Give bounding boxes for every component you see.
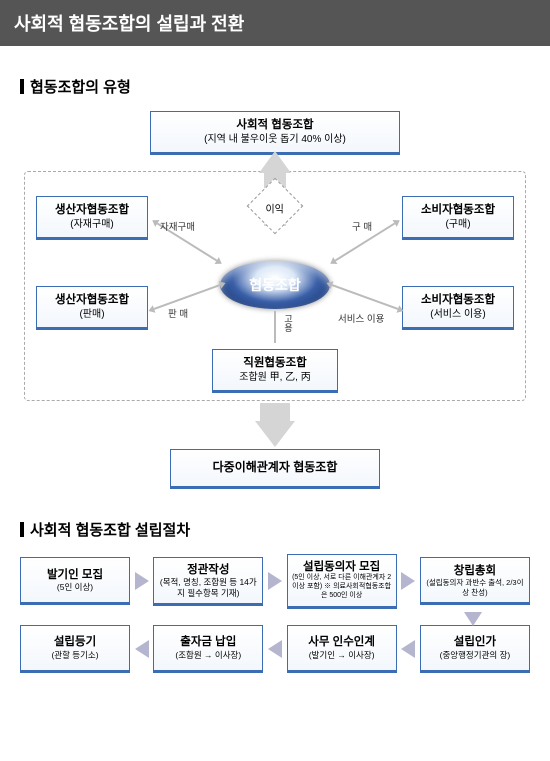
arrow-v	[274, 311, 276, 343]
label: (5인 이상)	[24, 582, 126, 593]
edge-label: 판 매	[168, 306, 188, 320]
label: 사회적 협동조합	[155, 118, 395, 133]
step-8: 설립등기(관할 등기소)	[20, 625, 130, 673]
step-4: 창립총회(설립동의자 과반수 출석, 2/3이상 찬성)	[420, 557, 530, 605]
label: (발기인 → 이사장)	[291, 650, 393, 661]
center-oval: 협동조합	[220, 261, 330, 309]
step-5: 설립인가(중앙행정기관의 장)	[420, 625, 530, 673]
arrow-left-icon	[135, 640, 149, 658]
proc-row-2: 설립등기(관할 등기소) 출자금 납입(조합원 → 이사장) 사무 인수인계(발…	[20, 625, 530, 673]
label: 사무 인수인계	[291, 635, 393, 649]
arrow-right-icon	[268, 572, 282, 590]
proc-row-1: 발기인 모집(5인 이상) 정관작성(목적, 명칭, 조합원 등 14가지 필수…	[20, 554, 530, 609]
label: 소비자협동조합	[407, 293, 509, 308]
label: 정관작성	[157, 563, 259, 577]
label: (목적, 명칭, 조합원 등 14가지 필수항목 기재)	[157, 577, 259, 598]
edge-label: 고용	[282, 314, 295, 332]
procedure-flow: 발기인 모집(5인 이상) 정관작성(목적, 명칭, 조합원 등 14가지 필수…	[20, 554, 530, 673]
label: 설립동의자 모집	[291, 560, 393, 574]
label: 조합원 甲, 乙, 丙	[217, 371, 333, 384]
arrow-down	[255, 421, 295, 447]
content-area: 협동조합의 유형 사회적 협동조합 (지역 내 불우이웃 돕기 40% 이상) …	[0, 46, 550, 707]
label: 협동조합	[249, 275, 301, 295]
arrow-up	[259, 151, 291, 173]
edge-label: 서비스 이용	[338, 311, 384, 325]
box-employee-coop: 직원협동조합 조합원 甲, 乙, 丙	[212, 349, 338, 393]
label: (구매)	[407, 218, 509, 231]
step-1: 발기인 모집(5인 이상)	[20, 557, 130, 605]
box-multi-stakeholder: 다중이해관계자 협동조합	[170, 449, 380, 489]
label: (5인 이상, 서로 다른 이해관계자 2 이상 포함) ※ 의료사회적협동조합…	[291, 574, 393, 600]
step-3: 설립동의자 모집(5인 이상, 서로 다른 이해관계자 2 이상 포함) ※ 의…	[287, 554, 397, 609]
label: 생산자협동조합	[41, 203, 143, 218]
label: 발기인 모집	[24, 568, 126, 582]
label: 다중이해관계자 협동조합	[181, 460, 369, 476]
box-producer-sales: 생산자협동조합 (판매)	[36, 286, 148, 330]
edge-label: 자재구매	[160, 219, 195, 233]
label: 설립등기	[24, 635, 126, 649]
label: (중앙행정기관의 장)	[424, 650, 526, 661]
coop-type-diagram: 사회적 협동조합 (지역 내 불우이웃 돕기 40% 이상) 이익 협동조합 생…	[20, 111, 530, 491]
step-2: 정관작성(목적, 명칭, 조합원 등 14가지 필수항목 기재)	[153, 557, 263, 607]
arrow-right-icon	[135, 572, 149, 590]
label: (조합원 → 이사장)	[157, 650, 259, 661]
arrow-right-icon	[401, 572, 415, 590]
arrow-left-icon	[268, 640, 282, 658]
box-producer-material: 생산자협동조합 (자재구매)	[36, 196, 148, 240]
page-header: 사회적 협동조합의 설립과 전환	[0, 0, 550, 46]
edge-label: 구 매	[352, 219, 372, 233]
label: (자재구매)	[41, 218, 143, 231]
label: 창립총회	[424, 564, 526, 578]
arrow-down-icon	[464, 612, 482, 626]
label: (관할 등기소)	[24, 650, 126, 661]
box-consumer-service: 소비자협동조합 (서비스 이용)	[402, 286, 514, 330]
label: (서비스 이용)	[407, 308, 509, 321]
label: 출자금 납입	[157, 635, 259, 649]
label: 생산자협동조합	[41, 293, 143, 308]
label: 소비자협동조합	[407, 203, 509, 218]
arrow-stem	[260, 403, 290, 423]
label: 설립인가	[424, 635, 526, 649]
box-consumer-buy: 소비자협동조합 (구매)	[402, 196, 514, 240]
label: 이익	[255, 200, 295, 215]
section1-title: 협동조합의 유형	[20, 76, 530, 97]
step-6: 사무 인수인계(발기인 → 이사장)	[287, 625, 397, 673]
arrow-left-icon	[401, 640, 415, 658]
label: (설립동의자 과반수 출석, 2/3이상 찬성)	[424, 578, 526, 597]
label: (판매)	[41, 308, 143, 321]
label: (지역 내 불우이웃 돕기 40% 이상)	[155, 133, 395, 146]
label: 직원협동조합	[217, 356, 333, 371]
section2-title: 사회적 협동조합 설립절차	[20, 519, 530, 540]
step-7: 출자금 납입(조합원 → 이사장)	[153, 625, 263, 673]
box-social-coop: 사회적 협동조합 (지역 내 불우이웃 돕기 40% 이상)	[150, 111, 400, 155]
